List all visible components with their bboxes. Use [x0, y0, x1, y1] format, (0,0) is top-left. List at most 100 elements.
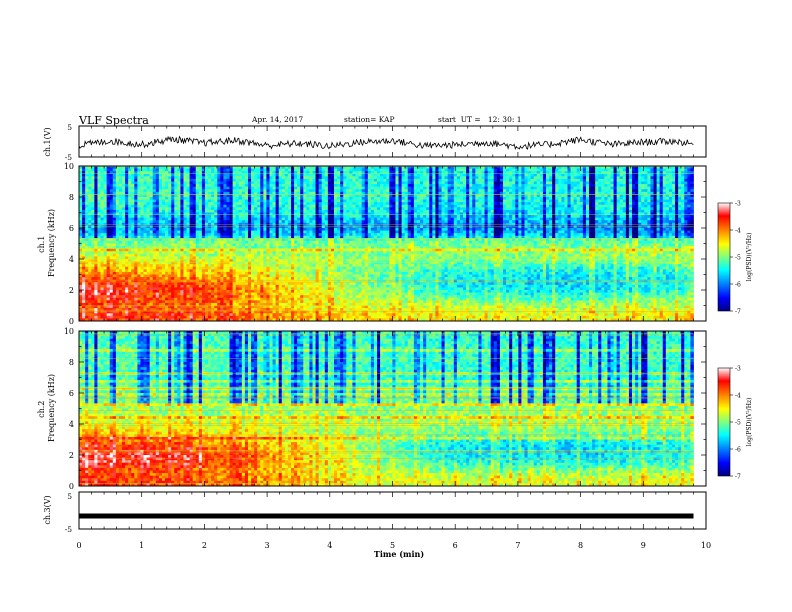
- spectrogram-cell: [435, 176, 439, 180]
- spectrogram-cell: [158, 191, 163, 195]
- spectrogram-cell: [383, 178, 387, 182]
- spectrogram-cell: [241, 199, 246, 203]
- spectrogram-cell: [208, 178, 212, 182]
- spectrogram-cell: [223, 171, 227, 175]
- spectrogram-cell: [263, 202, 267, 206]
- spectrogram-cell: [536, 220, 541, 224]
- spectrogram-cell: [589, 168, 593, 172]
- spectrogram-cell: [509, 197, 513, 200]
- spectrogram-cell: [573, 204, 578, 208]
- spectrogram-cell: [499, 202, 504, 206]
- spectrogram-cell: [112, 176, 117, 180]
- spectrogram-cell: [324, 189, 329, 193]
- spectrogram-cell: [352, 191, 356, 195]
- spectrogram-cell: [186, 217, 190, 221]
- spectrogram-cell: [684, 207, 688, 211]
- spectrogram-cell: [174, 166, 178, 169]
- spectrogram-cell: [275, 171, 280, 175]
- spectrogram-cell: [447, 176, 452, 180]
- spectrogram-cell: [616, 209, 621, 213]
- spectrogram-cell: [429, 181, 433, 185]
- spectrogram-cell: [542, 197, 547, 200]
- spectrogram-cell: [91, 184, 95, 188]
- spectrogram-cell: [346, 166, 350, 169]
- spectrogram-cell: [656, 199, 661, 203]
- spectrogram-cell: [542, 166, 547, 169]
- spectrogram-cell: [79, 215, 83, 219]
- spectrogram-cell: [260, 178, 264, 182]
- spectrogram-cell: [260, 186, 264, 190]
- spectrogram-cell: [180, 194, 184, 198]
- spectrogram-cell: [545, 186, 550, 190]
- spectrogram-cell: [180, 228, 184, 231]
- spectrogram-cell: [416, 199, 421, 203]
- spectrogram-cell: [112, 191, 117, 195]
- spectrogram-cell: [226, 184, 230, 188]
- spectrogram-cell: [377, 189, 381, 193]
- spectrogram-cell: [604, 207, 608, 211]
- spectrogram-cell: [208, 202, 212, 206]
- spectrogram-cell: [140, 194, 144, 198]
- spectrogram-cell: [192, 202, 197, 206]
- spectrogram-cell: [266, 212, 270, 216]
- spectrogram-cell: [490, 186, 495, 190]
- spectrogram-cell: [469, 215, 473, 219]
- spectrogram-cell: [542, 204, 547, 208]
- spectrogram-cell: [146, 194, 151, 198]
- spectrogram-cell: [306, 228, 310, 231]
- spectrogram-cell: [226, 173, 230, 177]
- spectrogram-cell: [521, 173, 525, 177]
- spectrogram-cell: [106, 189, 111, 193]
- spectrogram-cell: [527, 186, 532, 190]
- spectrogram-cell: [524, 209, 528, 213]
- spectrogram-cell: [171, 212, 175, 216]
- spectrogram-cell: [327, 228, 332, 231]
- spectrogram-cell: [392, 220, 396, 224]
- spectrogram-cell: [512, 207, 516, 211]
- spectrogram-cell: [395, 194, 399, 198]
- spectrogram-cell: [380, 212, 384, 216]
- spectrogram-cell: [287, 166, 292, 169]
- spectrogram-cell: [340, 184, 344, 188]
- spectrogram-cell: [146, 220, 151, 224]
- spectrogram-cell: [337, 204, 341, 208]
- spectrogram-cell: [613, 217, 618, 221]
- spectrogram-cell: [103, 189, 108, 193]
- spectrogram-cell: [662, 215, 667, 219]
- spectrogram-cell: [235, 176, 240, 180]
- spectrogram-cell: [635, 171, 639, 175]
- spectrogram-cell: [115, 173, 120, 177]
- spectrogram-cell: [82, 176, 86, 180]
- spectrogram-cell: [659, 168, 664, 172]
- spectrogram-cell: [481, 217, 485, 221]
- spectrogram-cell: [496, 197, 501, 200]
- spectrogram-cell: [456, 199, 461, 203]
- spectrogram-cell: [420, 209, 424, 213]
- spectrogram-cell: [377, 171, 381, 175]
- spectrogram-cell: [82, 178, 86, 182]
- spectrogram-cell: [88, 166, 92, 169]
- spectrogram-cell: [530, 194, 535, 198]
- spectrogram-cell: [373, 217, 378, 221]
- spectrogram-cell: [647, 199, 651, 203]
- spectrogram-cell: [297, 168, 301, 172]
- spectrogram-cell: [515, 209, 519, 213]
- spectrogram-cell: [161, 194, 166, 198]
- spectrogram-cell: [647, 178, 651, 182]
- spectrogram-cell: [373, 215, 378, 219]
- spectrogram-cell: [337, 176, 341, 180]
- spectrogram-cell: [432, 212, 436, 216]
- spectrogram-cell: [85, 181, 89, 185]
- spectrogram-cell: [100, 184, 104, 188]
- spectrogram-cell: [585, 189, 590, 193]
- spectrogram-cell: [644, 189, 648, 193]
- spectrogram-cell: [251, 204, 255, 208]
- spectrogram-cell: [616, 204, 621, 208]
- spectrogram-cell: [97, 220, 101, 224]
- spectrogram-cell: [217, 202, 221, 206]
- spectrogram-cell: [656, 202, 661, 206]
- spectrogram-cell: [493, 178, 498, 182]
- spectrogram-cell: [487, 194, 492, 198]
- spectrogram-cell: [549, 173, 553, 177]
- spectrogram-cell: [214, 207, 218, 211]
